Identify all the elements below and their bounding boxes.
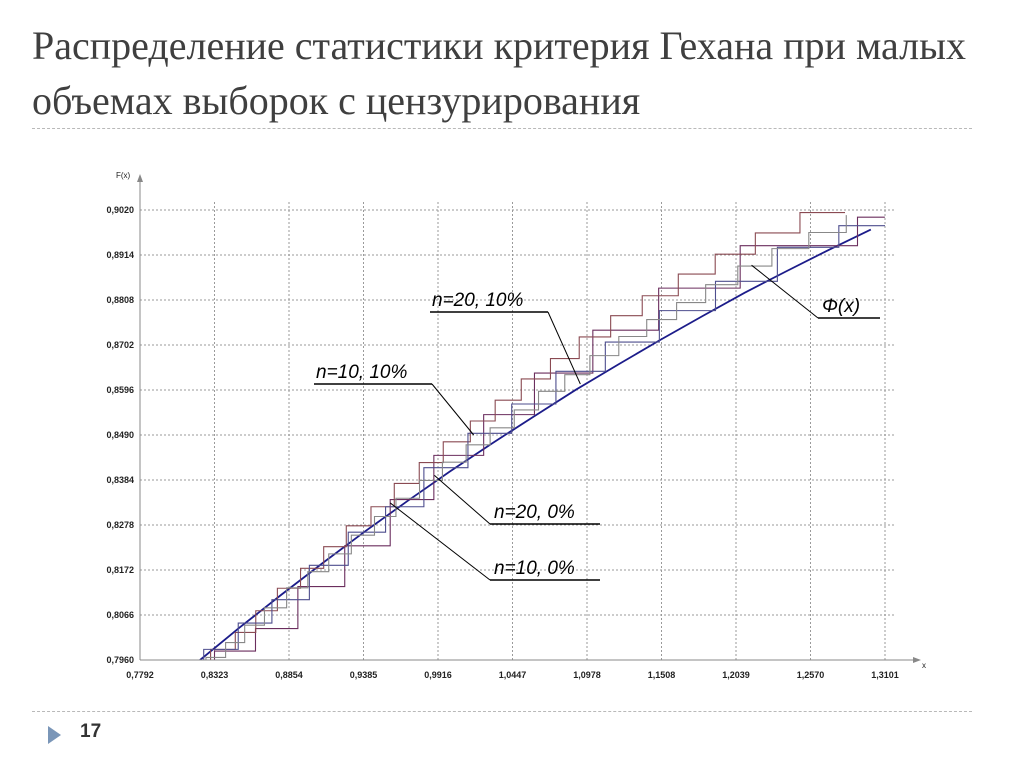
x-tick-label: 1,1508 [648,670,676,680]
chart-ticks: 0,7792 0,8323 0,8854 0,9385 0,9916 1,0447 1,09… [106,205,898,680]
y-tick-label: 0,8914 [106,250,134,260]
x-tick-label: 0,8854 [275,670,303,680]
series-n-20-10 [205,215,847,660]
annotation-leader [431,383,475,436]
chart-series [199,211,885,660]
annotation-label: n=20, 0% [494,502,575,523]
x-tick-label: 1,0978 [573,670,601,680]
y-tick-label: 0,8702 [106,340,134,350]
x-tick-label: 0,8323 [201,670,229,680]
y-tick-label: 0,8278 [106,520,134,530]
annotation-leader [547,311,581,385]
triangle-bullet-icon [48,726,61,744]
footer-divider [32,711,972,712]
annotation-label: n=20, 10% [432,290,523,311]
y-tick-label: 0,8066 [106,610,134,620]
x-tick-label: 1,0447 [499,670,527,680]
chart-grid [140,202,895,660]
chart-axes: x F(x) [116,171,926,670]
x-tick-label: 1,2039 [722,670,750,680]
chart-annotations: n=20, 10% n=10, 10% Φ(x) n=20, 0% n=10, 0% [314,264,880,581]
x-tick-label: 0,7792 [126,670,154,680]
slide-number: 17 [80,721,102,742]
annotation-label: Φ(x) [822,296,860,317]
y-tick-label: 0,9020 [106,205,134,215]
chart: x F(x) 0,7792 0,8323 0,8854 0,9385 0,9916 1,0… [106,171,926,680]
y-tick-label: 0,8596 [106,385,134,395]
y-tick-label: 0,7960 [106,655,134,665]
y-tick-label: 0,8808 [106,295,134,305]
x-tick-label: 1,3101 [871,670,899,680]
x-axis-label: x [922,661,926,670]
series-n-10-10 [203,225,885,660]
annotation-label: n=10, 10% [316,362,407,383]
y-tick-label: 0,8490 [106,430,134,440]
slide-title: Распределение статистики критерия Гехана… [32,23,966,123]
series-phi [199,228,872,660]
series-n-10-0 [213,216,885,660]
y-tick-label: 0,8172 [106,565,134,575]
x-tick-label: 0,9385 [350,670,378,680]
x-tick-label: 0,9916 [424,670,452,680]
annotation-leader [751,264,819,319]
series-n-20-0 [210,211,846,660]
title-divider [32,128,972,129]
x-axis-arrow [913,657,921,663]
x-tick-label: 1,2570 [797,670,825,680]
y-axis-arrow [137,174,143,182]
annotation-leader [389,502,491,581]
annotation-label: n=10, 0% [494,558,575,579]
y-axis-label: F(x) [116,171,131,180]
annotation-leader [434,474,491,525]
y-tick-label: 0,8384 [106,475,134,485]
